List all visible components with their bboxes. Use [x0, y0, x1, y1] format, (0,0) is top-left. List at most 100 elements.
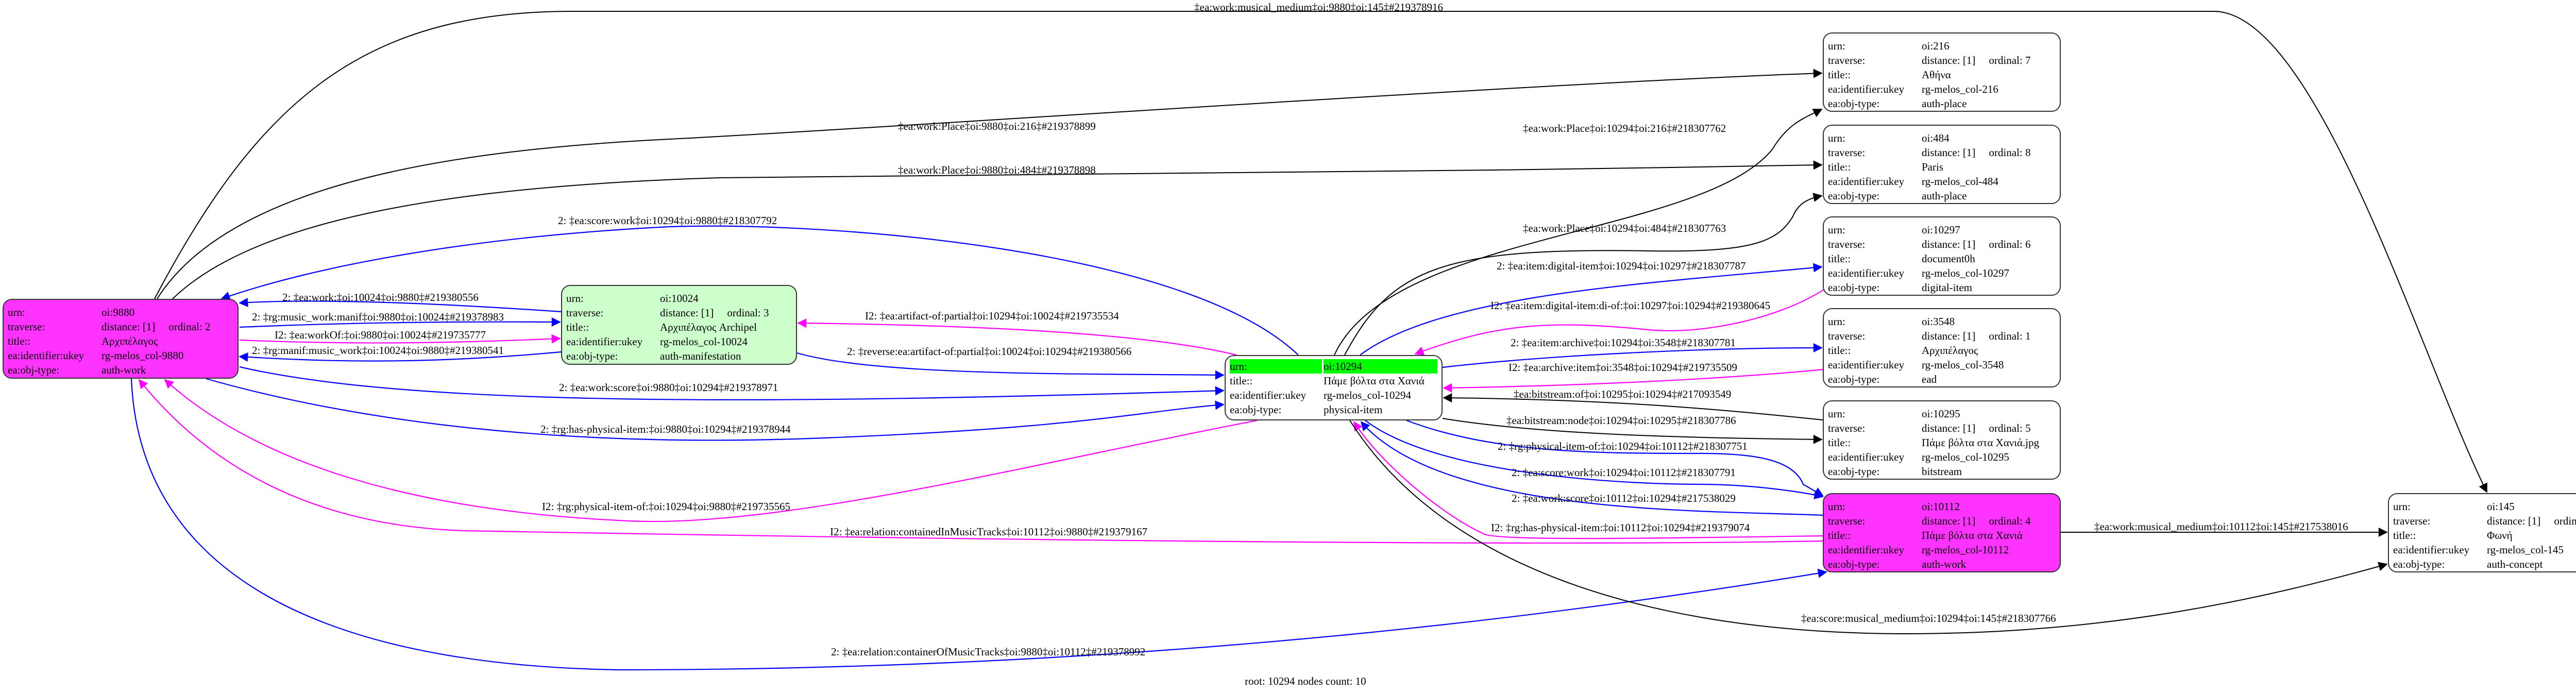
node-field-row: title:: Paris: [1828, 160, 2056, 174]
field-value: rg-melos_col-10294: [1324, 389, 1411, 401]
node-field-row: ea:obj-type: auth-concept: [2393, 557, 2576, 571]
field-value: oi:3548: [1922, 315, 1955, 328]
node-field-row: title:: Πάμε βόλτα στα Χανιά: [1828, 528, 2056, 543]
field-extra: ordinal: 4: [1989, 515, 2031, 527]
field-label: ea:obj-type:: [1828, 281, 1880, 294]
field-value: oi:10294: [1324, 359, 1437, 374]
field-value: distance: [1]: [1922, 422, 1976, 434]
field-label: ea:identifier:ukey: [1828, 267, 1905, 279]
field-label: ea:obj-type:: [1828, 190, 1880, 202]
field-label: urn:: [1828, 40, 1845, 52]
field-extra: ordinal: 9: [2554, 515, 2576, 527]
node-field-row: urn: oi:216: [1828, 39, 2056, 53]
field-label: ea:identifier:ukey: [1230, 389, 1307, 401]
node-field-row: traverse: distance: [1] ordinal: 2: [8, 319, 233, 334]
field-label: ea:obj-type:: [566, 350, 618, 362]
field-extra: ordinal: 8: [1989, 146, 2031, 159]
node-field-row: ea:identifier:ukey rg-melos_col-10297: [1828, 266, 2056, 280]
field-label: traverse:: [1828, 54, 1866, 66]
node-field-row: traverse: distance: [1] ordinal: 6: [1828, 237, 2056, 251]
field-value: auth-concept: [2487, 558, 2543, 570]
edge-label: ‡ea:bitstream:of‡oi:10295‡oi:10294‡#2170…: [1514, 388, 1732, 400]
field-value: Φωνή: [2487, 529, 2513, 542]
graph-node-484[interactable]: urn: oi:484 traverse: distance: [1] ordinal:…: [1823, 125, 2061, 204]
field-label: ea:obj-type:: [2393, 558, 2445, 570]
edge-label: 2: ‡ea:work:score‡oi:9880‡oi:10294‡#2193…: [559, 381, 778, 394]
node-field-row: ea:identifier:ukey rg-melos_col-10112: [1828, 543, 2056, 557]
graph-node-10295[interactable]: urn: oi:10295 traverse: distance: [1] ordina…: [1823, 400, 2061, 480]
graph-node-10112[interactable]: urn: oi:10112 traverse: distance: [1] ordina…: [1823, 493, 2061, 572]
graph-node-3548[interactable]: urn: oi:3548 traverse: distance: [1] ordinal…: [1823, 308, 2061, 387]
edge-label: 2: ‡ea:work:‡oi:10024‡oi:9880‡#219380556: [282, 291, 479, 303]
node-field-row: title:: Αρχιπέλαγος: [8, 334, 233, 348]
field-value: rg-melos_col-10295: [1922, 451, 2009, 463]
node-field-row: urn: oi:484: [1828, 131, 2056, 145]
field-value: ead: [1922, 373, 1937, 385]
field-label: ea:obj-type:: [1828, 465, 1880, 478]
node-field-row: ea:identifier:ukey rg-melos_col-484: [1828, 174, 2056, 189]
field-extra: ordinal: 7: [1989, 54, 2031, 66]
field-value: distance: [1]: [2487, 515, 2541, 527]
field-value: oi:10297: [1922, 224, 1960, 236]
edge-label: 2: ‡rg:manif:music_work‡oi:10024‡oi:9880…: [252, 344, 504, 357]
field-label: title::: [1828, 344, 1851, 357]
edge-9880-to-10294: [239, 366, 1225, 401]
graph-node-145[interactable]: urn: oi:145 traverse: distance: [1] ordinal:…: [2388, 493, 2576, 572]
field-value: distance: [1]: [101, 320, 156, 333]
field-value: physical-item: [1324, 403, 1383, 416]
edge-9880-to-216: [157, 69, 1823, 299]
node-field-row: ea:identifier:ukey rg-melos_col-10295: [1828, 450, 2056, 464]
field-value: rg-melos_col-10024: [660, 335, 748, 348]
node-field-row: ea:identifier:ukey rg-melos_col-3548: [1828, 358, 2056, 372]
field-label: ea:identifier:ukey: [566, 335, 643, 348]
field-extra: ordinal: 2: [168, 320, 211, 333]
edge-label: I2: ‡ea:artifact-of:partial‡oi:10294‡oi:…: [865, 310, 1119, 322]
field-value: distance: [1]: [1922, 238, 1976, 250]
field-label: traverse:: [1828, 330, 1866, 342]
field-label: ea:obj-type:: [1828, 373, 1880, 385]
field-value: rg-melos_col-10112: [1922, 544, 2009, 556]
edge-label: ‡ea:work:Place‡oi:10294‡oi:216‡#21830776…: [1523, 122, 1726, 134]
node-field-row: ea:identifier:ukey rg-melos_col-10294: [1230, 388, 1437, 402]
graph-node-9880[interactable]: urn: oi:9880 traverse: distance: [1] ordinal…: [3, 299, 239, 379]
graph-node-10024[interactable]: urn: oi:10024 traverse: distance: [1] ordina…: [561, 285, 797, 365]
field-value: digital-item: [1922, 281, 1972, 294]
edge-10295-to-10294: [1443, 393, 1823, 420]
field-label: traverse:: [2393, 515, 2431, 527]
node-field-row: urn: oi:9880: [8, 305, 233, 319]
field-label: urn:: [1828, 500, 1845, 513]
edge-10294-to-216: [1334, 109, 1823, 356]
field-label: ea:identifier:ukey: [1828, 451, 1905, 463]
graph-node-10294[interactable]: urn: oi:10294 title:: Πάμε βόλτα στα Χανιά e…: [1225, 355, 1443, 420]
field-value: Paris: [1922, 161, 1943, 173]
field-value: oi:145: [2487, 500, 2515, 513]
edge-10024-to-9880: [239, 298, 562, 313]
field-value: oi:10112: [1922, 500, 1960, 513]
field-label: title::: [1828, 69, 1851, 81]
field-value: distance: [1]: [1922, 54, 1976, 66]
node-field-row: ea:obj-type: auth-work: [1828, 557, 2056, 571]
field-label: title::: [566, 321, 589, 333]
field-value: auth-place: [1922, 190, 1967, 202]
node-field-row: title:: Πάμε βόλτα στα Χανιά: [1230, 374, 1437, 388]
edge-10294-to-10297: [1360, 263, 1823, 356]
edge-label: ‡ea:work:musical_medium‡oi:9880‡oi:145‡#…: [1194, 1, 1443, 13]
edge-10112-to-10294: [1353, 421, 1823, 539]
field-value: Αρχιπέλαγος: [101, 335, 158, 347]
field-label: title::: [2393, 529, 2416, 542]
node-field-row: ea:identifier:ukey rg-melos_col-10024: [566, 334, 792, 349]
node-field-row: title:: document0h: [1828, 251, 2056, 266]
edge-label: 2: ‡rg:physical-item-of:‡oi:10294‡oi:101…: [1498, 440, 1748, 452]
field-value: rg-melos_col-10297: [1922, 267, 2009, 279]
field-extra: ordinal: 6: [1989, 238, 2031, 250]
graph-node-216[interactable]: urn: oi:216 traverse: distance: [1] ordinal:…: [1823, 32, 2061, 112]
edge-label: ‡ea:bitstream:node‡oi:10294‡oi:10295‡#21…: [1506, 414, 1736, 427]
edge-label: I2: ‡rg:physical-item-of:‡oi:10294‡oi:98…: [542, 500, 790, 513]
field-label: ea:obj-type:: [1230, 403, 1282, 416]
field-label: urn:: [1828, 224, 1845, 236]
edge-label: 2: ‡ea:item:archive‡oi:10294‡oi:3548‡#21…: [1511, 336, 1736, 349]
field-label: ea:identifier:ukey: [2393, 544, 2470, 556]
edge-10294-to-10112: [1365, 420, 1824, 500]
graph-node-10297[interactable]: urn: oi:10297 traverse: distance: [1] ordina…: [1823, 216, 2061, 296]
